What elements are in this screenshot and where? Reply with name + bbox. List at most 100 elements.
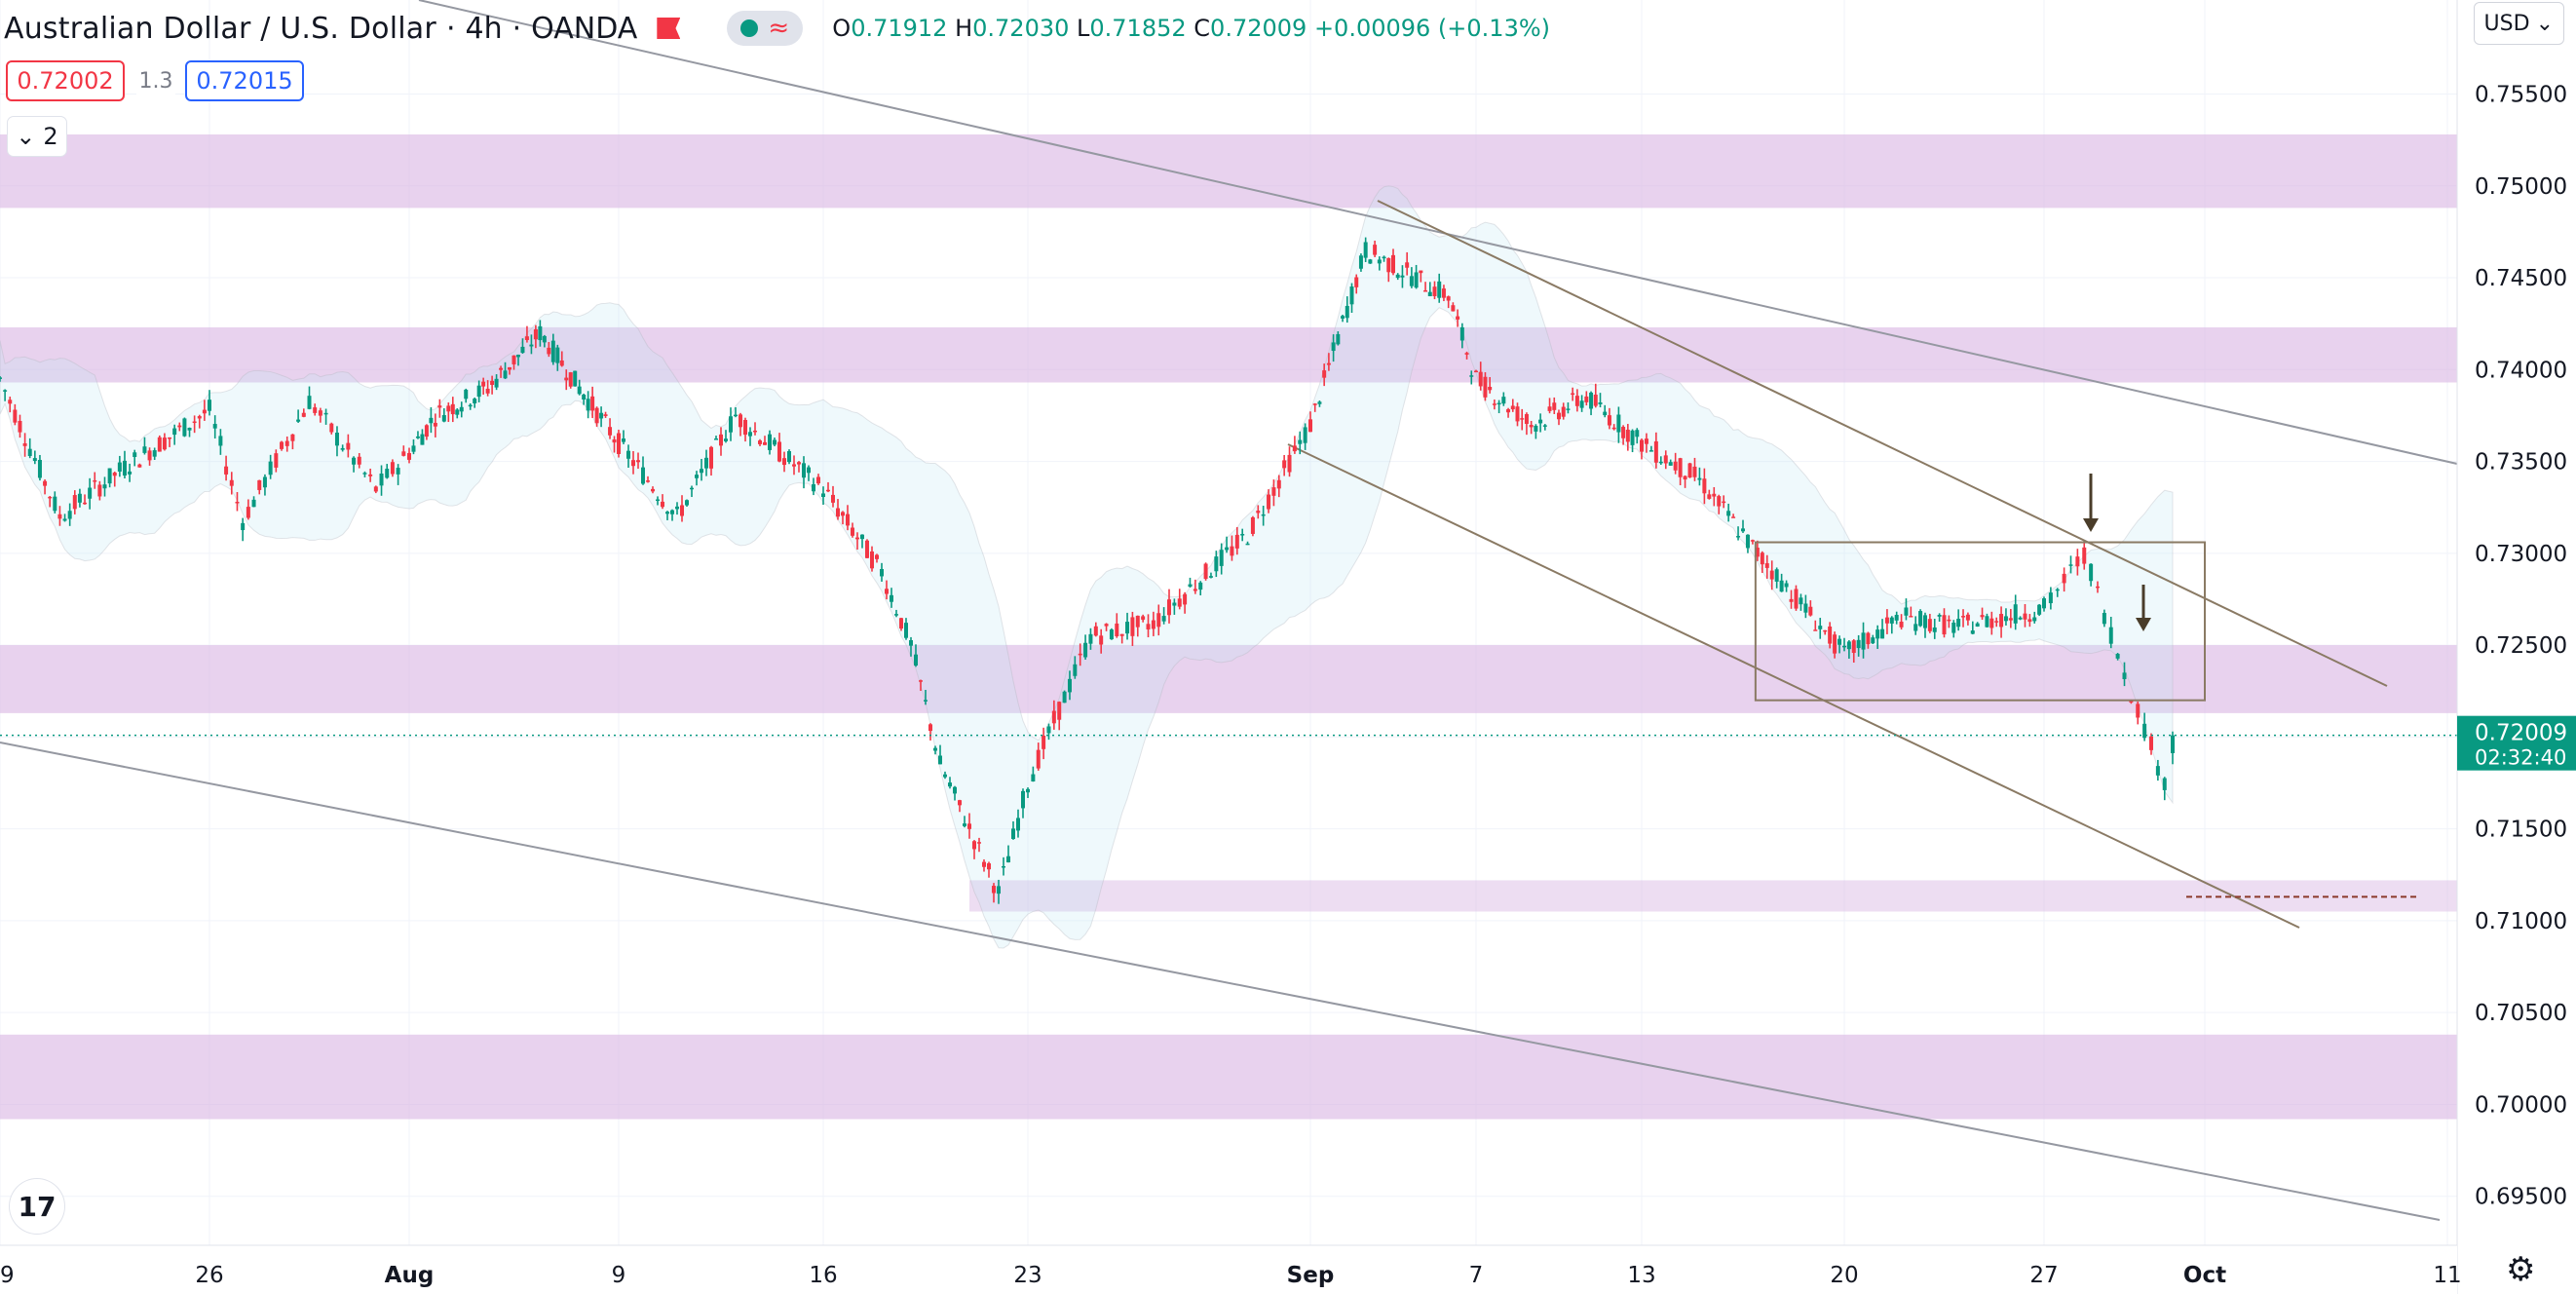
candle (1726, 503, 1731, 522)
candle (1635, 428, 1640, 444)
separator: · (511, 11, 522, 46)
candle-body (1741, 528, 1745, 532)
candle (851, 522, 854, 538)
collapse-indicators-button[interactable]: ⌄ 2 (8, 117, 66, 156)
candle (357, 453, 361, 469)
candle-body (1552, 402, 1557, 410)
candle-body (948, 782, 952, 787)
candle (1331, 334, 1336, 362)
currency-selector[interactable]: USD ⌄ (2473, 2, 2564, 45)
candle (1414, 264, 1419, 289)
candle (1534, 424, 1538, 439)
candle-body (555, 347, 560, 363)
candle-body (1459, 326, 1464, 341)
candle (1774, 567, 1779, 589)
candle-body (1125, 622, 1130, 634)
candle-body (274, 453, 279, 468)
candle (1478, 362, 1483, 391)
tradingview-logo-icon[interactable]: 17 (10, 1179, 64, 1234)
candle (1579, 395, 1584, 412)
candle (958, 799, 962, 813)
candle (1104, 623, 1109, 631)
candle-body (2068, 564, 2073, 566)
candle-body (617, 433, 621, 454)
candle-body (938, 755, 942, 765)
candle-body (137, 464, 142, 468)
candle (1193, 579, 1197, 594)
candle (1368, 258, 1373, 264)
candle (665, 511, 669, 520)
price-tick-label: 0.69500 (2475, 1185, 2567, 1210)
candle (390, 459, 395, 477)
symbol-title[interactable]: Australian Dollar / U.S. Dollar (4, 11, 436, 46)
candle-body (1871, 637, 1875, 644)
candle (1432, 281, 1437, 300)
candle (577, 379, 582, 396)
candle (1492, 400, 1496, 410)
candle-body (1488, 386, 1493, 391)
indicator-toggle[interactable]: ≈ (727, 11, 804, 46)
candle-body (1692, 466, 1697, 477)
candle (670, 509, 674, 521)
buy-price-button[interactable]: 0.72015 (185, 60, 304, 101)
candle (1303, 423, 1307, 450)
sell-price-button[interactable]: 0.72002 (6, 60, 125, 101)
candle-body (807, 467, 811, 474)
candle (972, 840, 976, 859)
candle-body (2032, 617, 2037, 622)
candle (773, 438, 777, 447)
candle-body (1593, 394, 1598, 406)
time-tick-label: 16 (809, 1263, 837, 1288)
candle (218, 429, 223, 455)
candle (617, 429, 621, 458)
separator: · (445, 11, 456, 46)
candle (695, 471, 699, 486)
candle (168, 437, 172, 447)
candle-body (763, 441, 767, 445)
candle (550, 333, 555, 365)
candle-body (2115, 654, 2120, 659)
candle-body (257, 479, 262, 490)
candle (586, 391, 590, 419)
open-value: 0.71912 (851, 15, 948, 42)
candle-body (147, 450, 152, 461)
candle-body (1808, 606, 1813, 616)
gear-icon[interactable]: ⚙ (2506, 1250, 2536, 1289)
candles (0, 237, 2175, 904)
candle-body (1042, 735, 1046, 749)
candle (2018, 616, 2023, 621)
interval-label[interactable]: 4h (465, 11, 503, 46)
candle (1276, 475, 1281, 498)
candle-body (631, 460, 635, 467)
candle (1598, 393, 1603, 408)
candle (1856, 634, 1861, 657)
candle-body (890, 594, 893, 602)
candle-body (450, 403, 455, 415)
long-term-support-line (0, 742, 2441, 1221)
candle-body (982, 861, 986, 867)
candle (197, 414, 202, 429)
candle (1607, 407, 1611, 430)
candle (379, 465, 384, 496)
candle (992, 883, 996, 903)
open-label: O (832, 15, 852, 42)
candle (1006, 845, 1010, 863)
candle (1225, 536, 1230, 553)
channel-upper-line (1377, 200, 2388, 687)
candle (1115, 613, 1119, 638)
candle (636, 452, 640, 469)
candle-body (385, 469, 390, 478)
candle-body (773, 439, 777, 445)
time-axis-bg (0, 1245, 2457, 1294)
candle (37, 454, 42, 481)
candle-body (296, 419, 301, 422)
candle-body (1016, 818, 1020, 831)
candle (608, 418, 613, 439)
market-status-flag-icon[interactable] (657, 18, 681, 39)
candle-body (1510, 405, 1515, 410)
candle (1474, 369, 1478, 373)
candle-body (933, 747, 937, 751)
candle-body (192, 421, 197, 424)
candle (1109, 628, 1114, 640)
